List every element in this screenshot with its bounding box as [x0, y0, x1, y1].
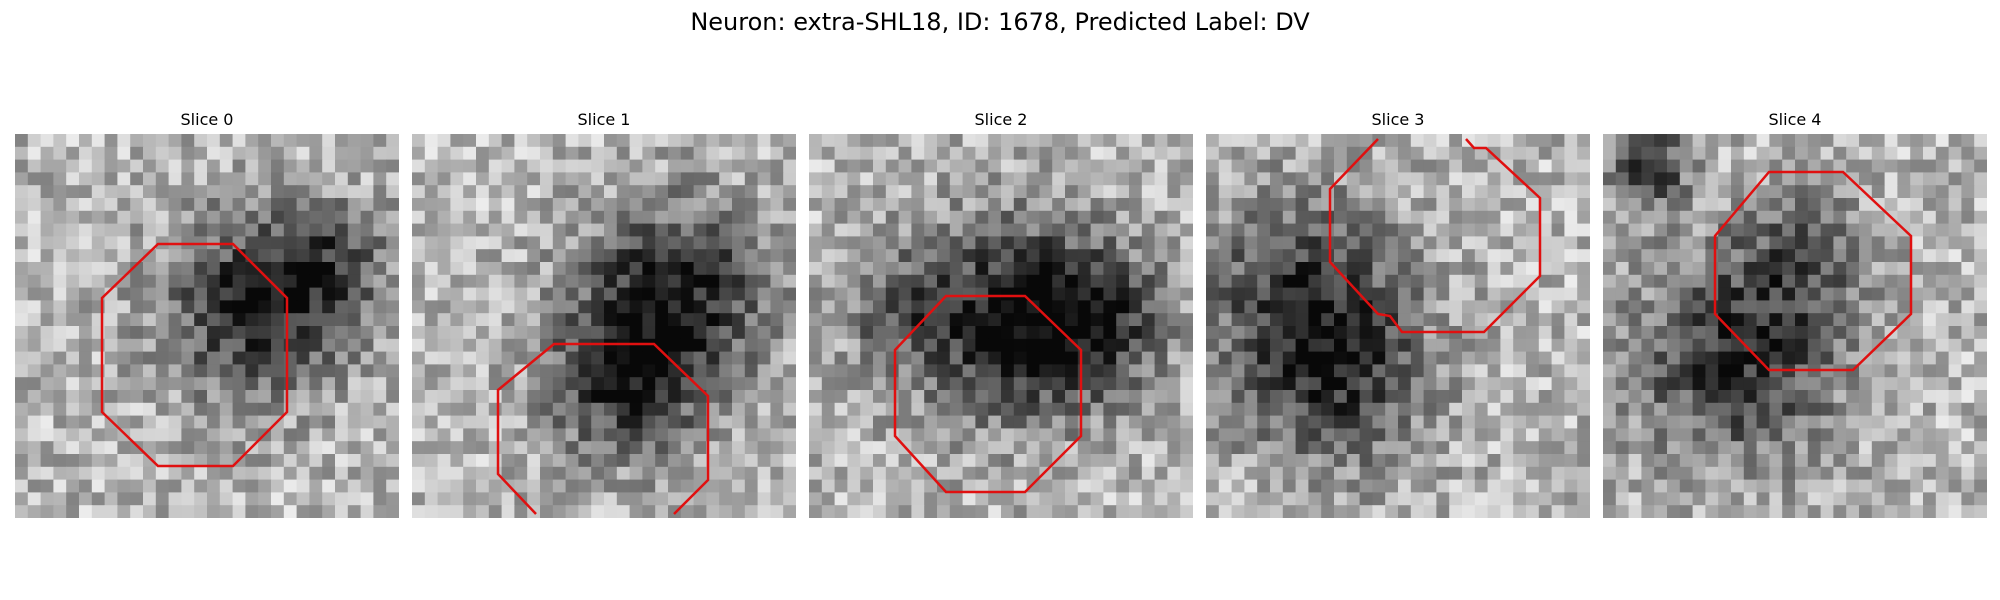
slice-title-4: Slice 4 [1768, 110, 1822, 129]
slice-panel-1: Slice 1 [412, 110, 796, 522]
pixel-grid-4 [1603, 134, 1987, 518]
roi-outline-2 [893, 294, 1083, 494]
slice-title-2: Slice 2 [974, 110, 1028, 129]
slice-panel-2: Slice 2 [809, 110, 1193, 522]
roi-outline-3 [1328, 138, 1542, 334]
slice-image-4 [1603, 134, 1987, 518]
slice-panel-0: Slice 0 [15, 110, 399, 522]
slice-image-0 [15, 134, 399, 518]
slice-title-3: Slice 3 [1371, 110, 1425, 129]
pixel-grid-0 [15, 134, 399, 518]
slice-panel-3: Slice 3 [1206, 110, 1590, 522]
slice-image-2 [809, 134, 1193, 518]
roi-outline-1 [496, 342, 710, 515]
slice-title-0: Slice 0 [180, 110, 234, 129]
slice-panel-4: Slice 4 [1603, 110, 1987, 522]
roi-outline-4 [1713, 170, 1913, 372]
pixel-grid-1 [412, 134, 796, 518]
slice-image-3 [1206, 134, 1590, 518]
roi-outline-0 [100, 242, 289, 468]
slice-image-1 [412, 134, 796, 518]
pixel-grid-3 [1206, 134, 1590, 518]
slice-title-1: Slice 1 [577, 110, 631, 129]
pixel-grid-2 [809, 134, 1193, 518]
figure-title: Neuron: extra-SHL18, ID: 1678, Predicted… [690, 8, 1310, 36]
